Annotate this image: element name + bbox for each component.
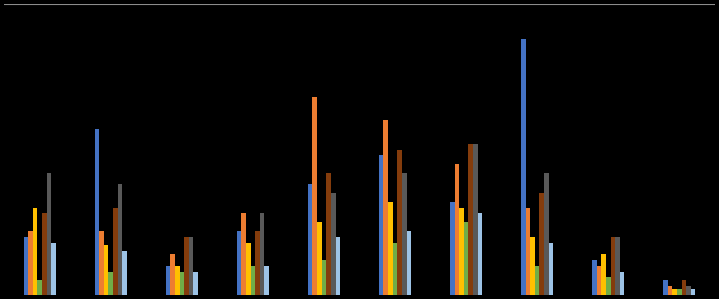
Bar [118, 184, 122, 295]
Bar [663, 280, 668, 295]
Bar [28, 231, 33, 295]
Bar [682, 280, 686, 295]
Bar [184, 237, 189, 295]
Bar [122, 251, 127, 295]
Bar [398, 150, 402, 295]
Bar [620, 271, 624, 295]
Bar [592, 260, 597, 295]
Bar [317, 222, 321, 295]
Bar [42, 213, 47, 295]
Bar [33, 208, 37, 295]
Bar [189, 237, 193, 295]
Bar [242, 213, 246, 295]
Bar [686, 286, 691, 295]
Bar [383, 120, 388, 295]
Bar [51, 242, 56, 295]
Bar [530, 237, 535, 295]
Bar [104, 245, 109, 295]
Bar [668, 286, 672, 295]
Bar [521, 39, 526, 295]
Bar [331, 193, 336, 295]
Bar [99, 231, 104, 295]
Bar [691, 289, 695, 295]
Bar [459, 208, 464, 295]
Bar [24, 237, 28, 295]
Bar [450, 202, 454, 295]
Bar [454, 164, 459, 295]
Bar [535, 266, 539, 295]
Bar [406, 231, 411, 295]
Bar [468, 144, 473, 295]
Bar [37, 280, 42, 295]
Bar [321, 260, 326, 295]
Bar [677, 289, 682, 295]
Bar [672, 289, 677, 295]
Bar [180, 271, 184, 295]
Bar [388, 202, 393, 295]
Bar [109, 271, 113, 295]
Bar [246, 242, 251, 295]
Bar [95, 129, 99, 295]
Bar [526, 208, 530, 295]
Bar [308, 184, 313, 295]
Bar [165, 266, 170, 295]
Bar [237, 231, 242, 295]
Bar [260, 213, 265, 295]
Bar [549, 242, 554, 295]
Bar [464, 222, 468, 295]
Bar [265, 266, 269, 295]
Bar [393, 242, 398, 295]
Bar [336, 237, 340, 295]
Bar [113, 208, 118, 295]
Bar [47, 173, 51, 295]
Bar [606, 277, 610, 295]
Bar [473, 144, 477, 295]
Bar [597, 266, 601, 295]
Bar [193, 271, 198, 295]
Bar [539, 193, 544, 295]
Bar [601, 254, 606, 295]
Bar [544, 173, 549, 295]
Bar [326, 173, 331, 295]
Bar [175, 266, 180, 295]
Bar [379, 155, 383, 295]
Bar [610, 237, 615, 295]
Bar [255, 231, 260, 295]
Bar [477, 213, 482, 295]
Bar [313, 97, 317, 295]
Bar [402, 173, 406, 295]
Bar [615, 237, 620, 295]
Bar [251, 266, 255, 295]
Bar [170, 254, 175, 295]
